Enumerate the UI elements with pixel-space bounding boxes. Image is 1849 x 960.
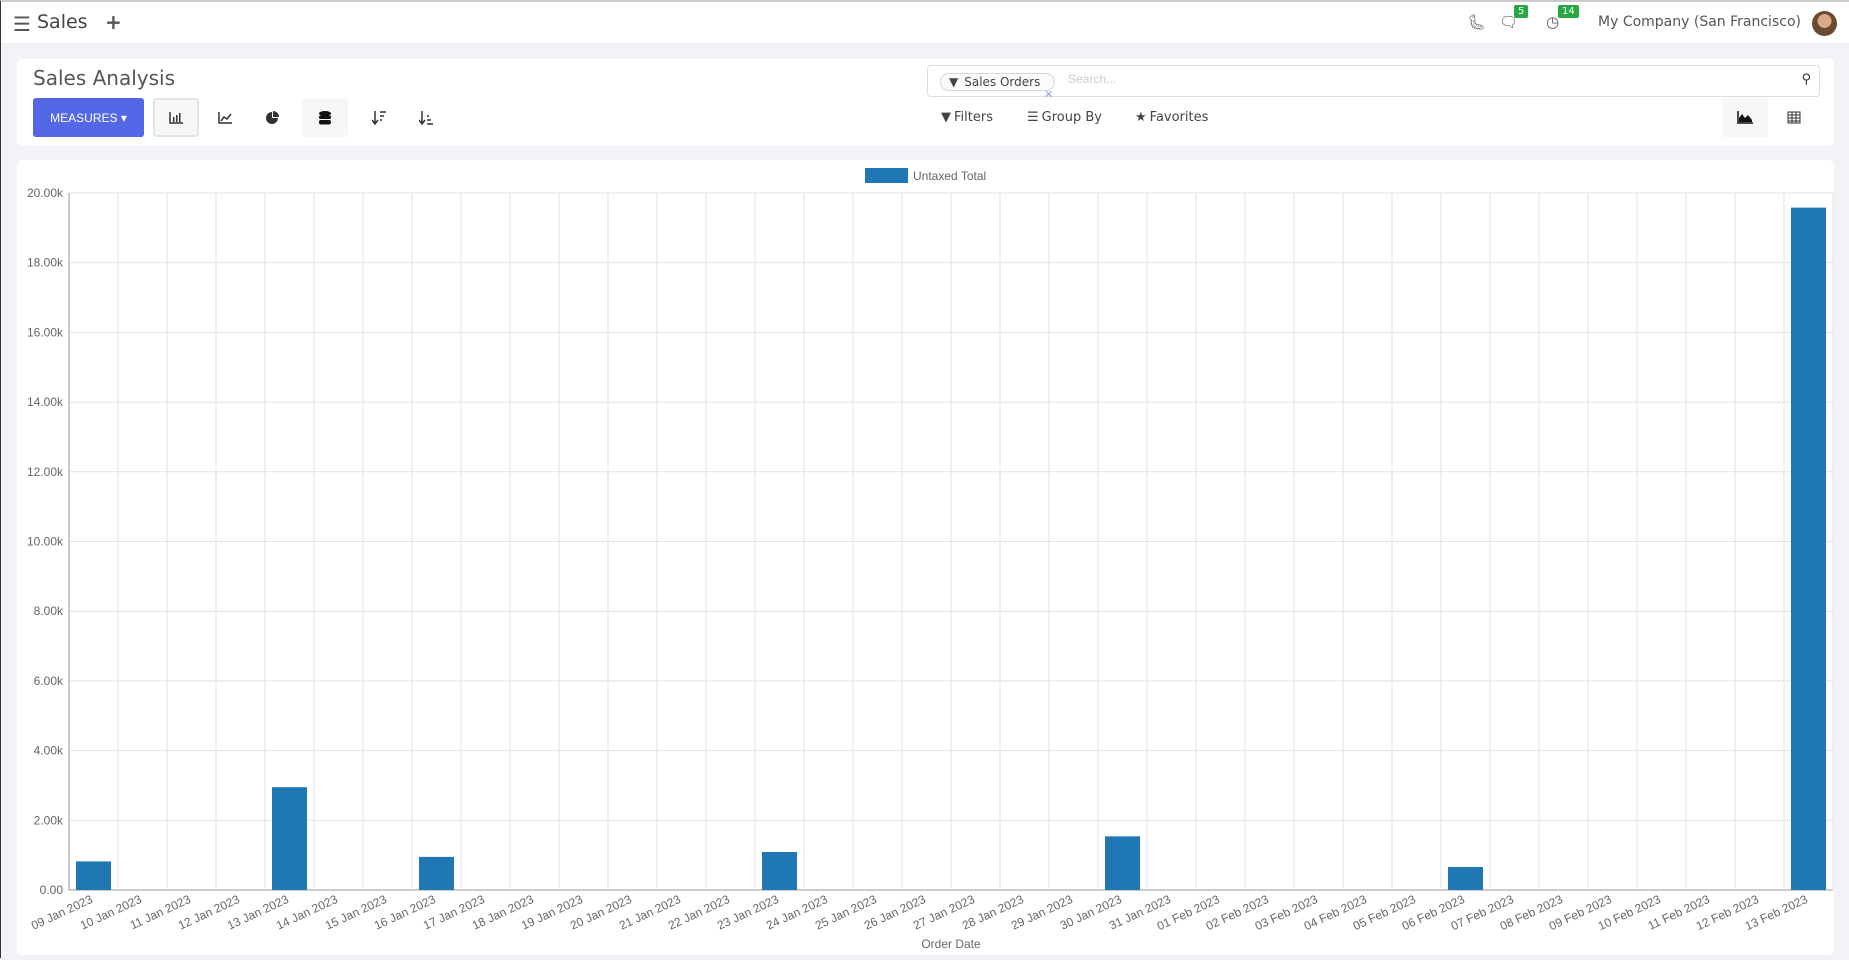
graph-view-button[interactable] bbox=[1722, 98, 1768, 137]
table-icon bbox=[1787, 111, 1801, 124]
filters-label: Filters bbox=[954, 110, 993, 125]
star-icon: ★ bbox=[1135, 110, 1147, 125]
search-icon[interactable]: ⚲ bbox=[1801, 72, 1811, 87]
pie-chart-button[interactable] bbox=[249, 98, 295, 137]
y-tick-label: 8.00k bbox=[34, 604, 64, 618]
sort-ascending-icon bbox=[419, 110, 433, 125]
clock-icon[interactable]: ◷ 14 bbox=[1546, 5, 1579, 31]
measures-label: MEASURES bbox=[50, 110, 118, 125]
bar bbox=[1448, 866, 1483, 890]
top-navbar: ☰ Sales + 🐛︎ 🗨︎ 5 ◷ 14 My Company (San Fra… bbox=[1, 2, 1849, 43]
sort-ascending-button[interactable] bbox=[403, 98, 449, 137]
y-tick-label: 0.00 bbox=[40, 883, 64, 897]
y-tick-label: 16.00k bbox=[27, 325, 64, 339]
bug-icon[interactable]: 🐛︎ bbox=[1467, 13, 1487, 31]
search-facet[interactable]: ▼ Sales Orders bbox=[940, 73, 1056, 91]
legend-label: Untaxed Total bbox=[913, 169, 986, 183]
bar bbox=[1105, 836, 1140, 890]
legend-swatch bbox=[865, 168, 908, 183]
database-icon bbox=[319, 110, 331, 124]
favorites-dropdown[interactable]: ★ Favorites bbox=[1135, 110, 1208, 125]
activities-badge: 14 bbox=[1558, 5, 1579, 18]
favorites-label: Favorites bbox=[1149, 110, 1209, 125]
search-input[interactable] bbox=[1068, 72, 1668, 86]
y-tick-label: 18.00k bbox=[27, 256, 64, 270]
plus-icon[interactable]: + bbox=[105, 10, 122, 34]
bar bbox=[272, 787, 307, 890]
sort-descending-icon bbox=[372, 110, 386, 125]
y-tick-label: 20.00k bbox=[27, 186, 64, 200]
filter-icon: ▼ bbox=[941, 110, 951, 125]
hamburger-menu-icon[interactable]: ☰ bbox=[13, 12, 31, 36]
messages-badge: 5 bbox=[1514, 5, 1529, 18]
avatar[interactable] bbox=[1812, 11, 1837, 36]
facet-label: Sales Orders bbox=[964, 75, 1041, 89]
bar-chart-icon bbox=[169, 111, 183, 124]
stacked-button[interactable] bbox=[302, 98, 348, 137]
filters-dropdown[interactable]: ▼ Filters bbox=[941, 110, 993, 125]
chat-icon[interactable]: 🗨︎ 5 bbox=[1499, 5, 1529, 31]
company-switcher[interactable]: My Company (San Francisco) bbox=[1598, 14, 1801, 30]
area-chart-icon bbox=[1737, 111, 1753, 124]
pivot-view-button[interactable] bbox=[1771, 98, 1817, 137]
y-tick-label: 6.00k bbox=[34, 674, 64, 688]
groupby-label: Group By bbox=[1041, 110, 1102, 125]
bar bbox=[419, 856, 454, 890]
page-title: Sales Analysis bbox=[33, 66, 175, 90]
bar bbox=[1791, 207, 1826, 891]
app-title[interactable]: Sales bbox=[37, 11, 88, 33]
sort-descending-button[interactable] bbox=[356, 98, 402, 137]
y-tick-label: 14.00k bbox=[27, 395, 64, 409]
x-axis-title: Order Date bbox=[921, 937, 981, 951]
filter-icon: ▼ bbox=[949, 75, 959, 89]
bar-chart-button[interactable] bbox=[153, 98, 199, 137]
remove-facet-icon[interactable]: ✕ bbox=[1044, 88, 1054, 101]
y-tick-label: 2.00k bbox=[34, 813, 64, 827]
y-tick-label: 4.00k bbox=[34, 744, 64, 758]
search-bar: ▼ Sales Orders ✕ ⚲ bbox=[927, 65, 1820, 101]
bar bbox=[762, 852, 797, 890]
y-tick-label: 12.00k bbox=[27, 465, 64, 479]
line-chart-icon bbox=[218, 111, 232, 124]
measures-button[interactable]: MEASURES ▾ bbox=[33, 98, 144, 137]
bar bbox=[76, 861, 111, 890]
pie-chart-icon bbox=[266, 110, 279, 124]
y-tick-label: 10.00k bbox=[27, 535, 64, 549]
layers-icon: ☰ bbox=[1027, 110, 1039, 125]
line-chart-button[interactable] bbox=[202, 98, 248, 137]
chart-card bbox=[17, 160, 1834, 955]
groupby-dropdown[interactable]: ☰ Group By bbox=[1027, 110, 1102, 125]
